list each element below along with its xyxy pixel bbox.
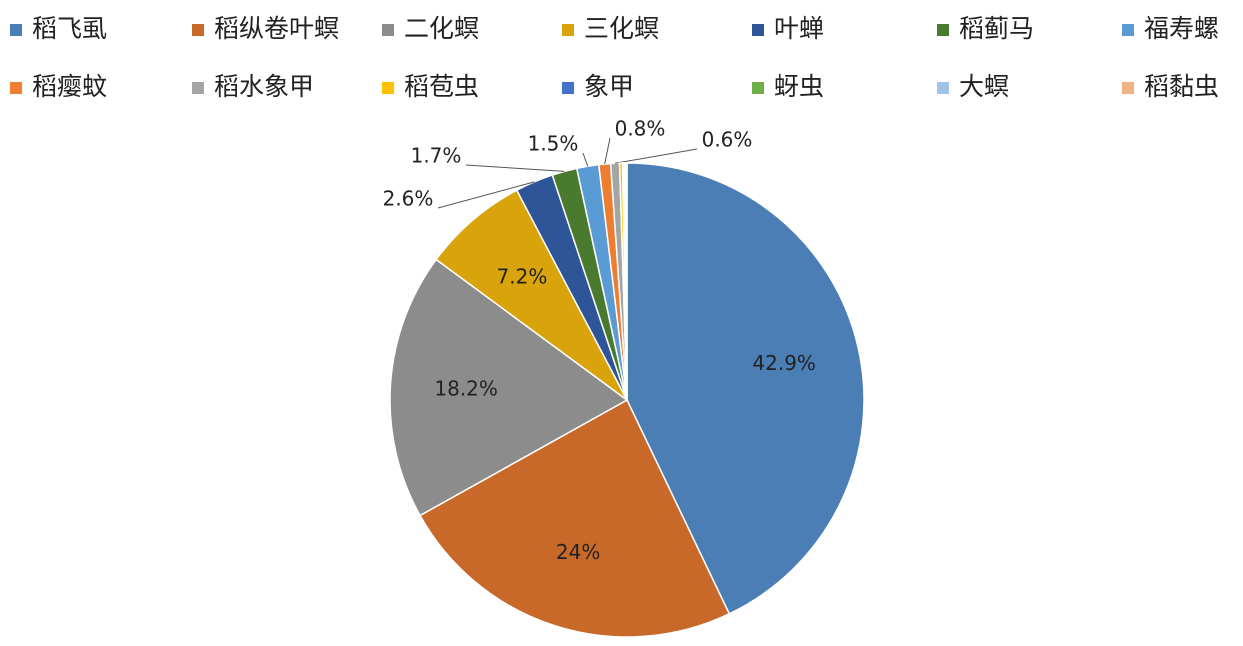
legend-swatch xyxy=(382,24,394,36)
legend-label: 叶蝉 xyxy=(774,14,824,43)
data-label: 0.6% xyxy=(702,128,753,152)
legend-swatch xyxy=(10,24,22,36)
legend-swatch xyxy=(382,82,394,94)
data-label: 1.7% xyxy=(411,144,462,168)
legend-swatch xyxy=(192,82,204,94)
pie-slice xyxy=(435,189,628,401)
legend-label: 二化螟 xyxy=(404,14,479,43)
legend-swatch xyxy=(1122,24,1134,36)
legend-label: 稻苞虫 xyxy=(404,72,479,101)
legend-swatch xyxy=(562,82,574,94)
data-label: 42.9% xyxy=(752,351,816,375)
legend-label: 稻水象甲 xyxy=(214,72,314,101)
legend-label: 福寿螺 xyxy=(1144,14,1219,43)
legend-label: 稻纵卷叶螟 xyxy=(214,14,339,43)
legend-swatch xyxy=(192,24,204,36)
legend-label: 稻黏虫 xyxy=(1144,72,1219,101)
data-label: 1.5% xyxy=(528,132,579,156)
legend-label: 大螟 xyxy=(959,72,1009,101)
pie-slice xyxy=(625,162,628,401)
pie-slice xyxy=(389,258,629,517)
data-label: 2.6% xyxy=(383,187,434,211)
legend-label: 象甲 xyxy=(584,72,634,101)
leader-line xyxy=(465,164,565,172)
pie-slice xyxy=(626,162,865,615)
legend-swatch xyxy=(562,24,574,36)
legend-label: 蚜虫 xyxy=(774,72,824,101)
legend-swatch xyxy=(937,24,949,36)
data-label: 24% xyxy=(556,540,600,564)
legend-label: 三化螟 xyxy=(584,14,659,43)
legend-swatch xyxy=(752,24,764,36)
data-label: 7.2% xyxy=(497,264,548,288)
leader-line xyxy=(582,152,589,167)
legend-label: 稻飞虱 xyxy=(32,14,107,43)
legend-swatch xyxy=(752,82,764,94)
data-label: 18.2% xyxy=(434,376,498,400)
legend-swatch xyxy=(10,82,22,94)
leader-line xyxy=(615,148,698,164)
pie-slice xyxy=(419,398,731,638)
legend-label: 稻瘿蚊 xyxy=(32,72,107,101)
leader-line xyxy=(437,181,535,209)
leader-line xyxy=(604,137,611,165)
legend-swatch xyxy=(937,82,949,94)
legend-swatch xyxy=(1122,82,1134,94)
legend-label: 稻蓟马 xyxy=(959,14,1034,43)
data-label: 0.8% xyxy=(615,117,666,141)
